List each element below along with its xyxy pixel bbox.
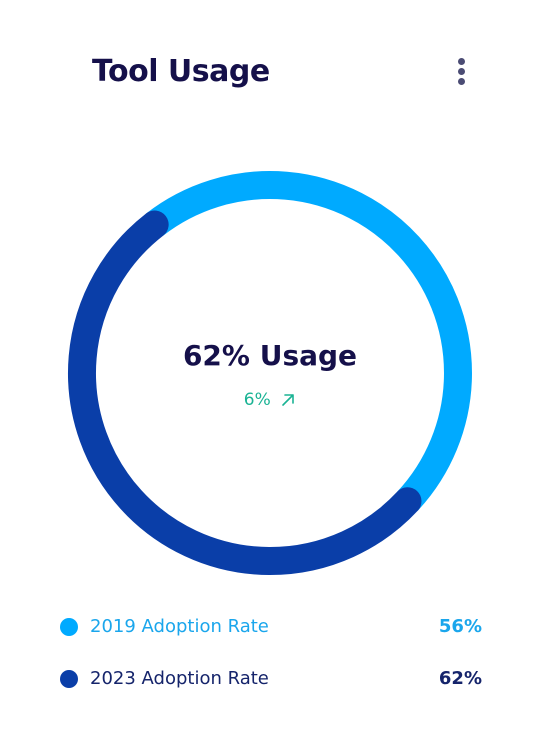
legend-item-2023[interactable]: 2023 Adoption Rate 62% <box>58 664 482 694</box>
legend-dot <box>60 618 78 636</box>
more-vertical-icon[interactable] <box>448 56 476 86</box>
donut-slice-2019[interactable] <box>146 171 472 511</box>
legend-label: 2019 Adoption Rate <box>90 616 269 637</box>
menu-dot <box>458 68 465 75</box>
arrow-up-right-icon <box>282 394 294 406</box>
menu-dot <box>458 78 465 85</box>
legend-dot <box>60 670 78 688</box>
donut-slice-2023[interactable] <box>67 210 422 575</box>
menu-dot <box>458 58 465 65</box>
trend-value: 6% <box>243 390 271 410</box>
legend-label: 2023 Adoption Rate <box>90 668 269 689</box>
center-usage-label: 62% Usage <box>182 339 358 372</box>
card-title: Tool Usage <box>92 54 270 89</box>
legend-item-2019[interactable]: 2019 Adoption Rate 56% <box>58 612 482 642</box>
trend-indicator: 6% <box>120 388 420 412</box>
legend-value: 62% <box>438 668 482 689</box>
legend-value: 56% <box>438 616 482 637</box>
